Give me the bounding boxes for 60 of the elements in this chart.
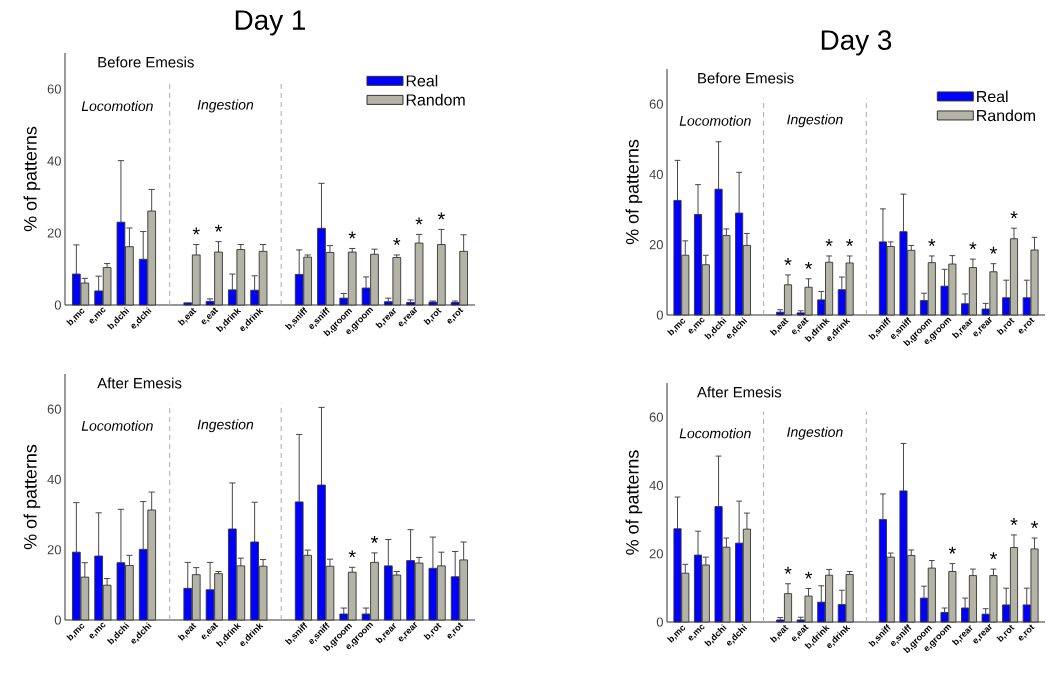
annotation: * bbox=[1010, 518, 1018, 526]
chart-subtitle: Before Emesis bbox=[98, 56, 194, 68]
y-tick-label: 20 bbox=[47, 545, 61, 555]
annotation: * bbox=[370, 535, 379, 543]
annotation: * bbox=[989, 246, 998, 254]
y-axis-title: % of patterns bbox=[23, 126, 41, 232]
annotation: * bbox=[969, 242, 977, 250]
y-axis-title: % of patterns bbox=[625, 450, 643, 555]
annotation: * bbox=[784, 258, 792, 266]
annotation: * bbox=[989, 552, 998, 560]
annotation: * bbox=[1030, 521, 1039, 529]
y-tick-label: 20 bbox=[47, 228, 61, 238]
annotation: * bbox=[784, 566, 792, 574]
annotation: * bbox=[846, 239, 854, 247]
y-tick-label: 60 bbox=[47, 404, 61, 414]
annotation: * bbox=[805, 261, 813, 269]
y-axis-title: % of patterns bbox=[23, 444, 41, 550]
y-tick-label: 40 bbox=[649, 169, 663, 180]
annotation: * bbox=[348, 550, 356, 558]
y-tick-label: 0 bbox=[656, 310, 663, 320]
chart-title: Day 1 bbox=[235, 10, 306, 36]
y-tick-label: 0 bbox=[54, 300, 61, 310]
annotation: * bbox=[415, 217, 423, 225]
annotation: Ingestion bbox=[197, 99, 254, 113]
annotation: Locomotion bbox=[679, 115, 751, 126]
annotation: Ingestion bbox=[787, 426, 843, 440]
annotation: Locomotion bbox=[679, 428, 751, 439]
annotation: * bbox=[437, 212, 445, 220]
annotation: * bbox=[348, 231, 356, 239]
annotation: Locomotion bbox=[81, 420, 153, 431]
annotation: Ingestion bbox=[197, 419, 254, 433]
y-tick-label: 40 bbox=[47, 474, 61, 485]
y-tick-label: 60 bbox=[649, 412, 663, 422]
y-tick-label: 0 bbox=[54, 615, 61, 625]
y-axis-title: % of patterns bbox=[625, 139, 643, 245]
annotation: * bbox=[928, 239, 936, 247]
annotation: * bbox=[825, 239, 833, 247]
y-tick-label: 40 bbox=[47, 156, 61, 166]
annotation: * bbox=[948, 546, 956, 554]
chart-subtitle: Before Emesis bbox=[698, 72, 794, 84]
y-tick-label: 20 bbox=[649, 549, 663, 559]
chart-title: Day 3 bbox=[821, 30, 892, 56]
y-tick-label: 40 bbox=[649, 480, 663, 491]
legend-label: Real bbox=[977, 90, 1008, 103]
annotation: * bbox=[214, 224, 223, 232]
y-tick-label: 0 bbox=[656, 617, 663, 627]
annotation: * bbox=[393, 238, 401, 246]
y-tick-label: 60 bbox=[47, 84, 61, 94]
annotation: Ingestion bbox=[787, 114, 843, 128]
annotation: * bbox=[1010, 211, 1018, 219]
annotation: * bbox=[192, 227, 200, 235]
y-tick-label: 20 bbox=[649, 240, 663, 250]
chart-subtitle: After Emesis bbox=[697, 386, 782, 398]
chart-subtitle: After Emesis bbox=[97, 377, 182, 389]
annotation: * bbox=[805, 571, 813, 579]
annotation: Locomotion bbox=[81, 100, 153, 112]
legend-label: Real bbox=[406, 74, 438, 87]
y-tick-label: 60 bbox=[649, 99, 663, 109]
legend-label: Random bbox=[977, 109, 1035, 122]
legend-label: Random bbox=[406, 93, 465, 106]
